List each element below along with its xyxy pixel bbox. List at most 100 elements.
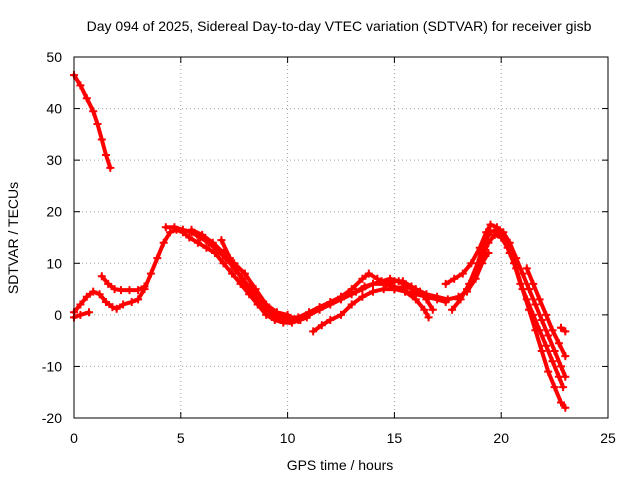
data-point <box>76 81 85 90</box>
series-band <box>189 227 290 317</box>
data-point <box>104 279 113 288</box>
data-point <box>441 279 450 288</box>
data-point <box>337 310 345 319</box>
data-point <box>97 135 106 144</box>
data-point <box>108 303 117 312</box>
data-point <box>518 285 527 294</box>
y-tick-label: -20 <box>42 410 62 426</box>
data-point <box>559 383 568 392</box>
data-point <box>456 295 465 304</box>
data-point <box>208 238 217 247</box>
data-point <box>411 295 420 304</box>
data-point <box>251 285 260 294</box>
series-band <box>311 287 431 334</box>
data-point <box>486 220 495 229</box>
data-point <box>93 120 102 128</box>
data-point <box>557 362 565 371</box>
data-point <box>531 326 540 335</box>
data-point <box>537 347 546 355</box>
data-point <box>185 233 194 242</box>
data-point <box>112 304 121 313</box>
data-point <box>535 295 544 304</box>
x-tick-label: 10 <box>280 430 296 446</box>
data-point <box>386 274 395 283</box>
data-point <box>225 254 234 263</box>
data-point <box>309 327 318 336</box>
data-point <box>161 223 170 232</box>
data-point <box>272 308 281 317</box>
data-point <box>219 259 228 268</box>
data-point <box>134 286 143 295</box>
data-point <box>458 269 467 278</box>
data-point <box>358 274 367 283</box>
data-point <box>326 316 335 324</box>
data-point <box>268 310 277 319</box>
data-point <box>178 225 187 234</box>
data-point <box>364 269 373 278</box>
data-point <box>317 321 326 330</box>
chart-title: Day 094 of 2025, Sidereal Day-to-day VTE… <box>87 18 592 34</box>
data-point <box>106 163 115 172</box>
data-point <box>561 327 570 336</box>
data-point <box>450 274 459 283</box>
data-point <box>82 94 91 103</box>
data-point <box>390 285 399 294</box>
series-arc-15 <box>557 323 570 336</box>
data-point <box>401 282 410 291</box>
data-point <box>283 310 292 319</box>
data-point <box>561 352 570 361</box>
data-point <box>542 310 551 319</box>
data-point <box>420 305 429 314</box>
data-point <box>193 238 202 247</box>
data-point <box>424 313 433 322</box>
series-arc-7 <box>217 236 311 325</box>
y-tick-label: 20 <box>46 204 62 220</box>
data-point <box>337 292 345 301</box>
data-point <box>159 238 168 247</box>
data-point <box>550 383 559 392</box>
data-point <box>544 367 553 376</box>
data-point <box>486 228 495 237</box>
x-tick-label: 0 <box>70 430 78 446</box>
data-point <box>294 316 303 324</box>
data-point <box>102 298 110 306</box>
data-point <box>561 403 570 412</box>
data-point <box>522 264 531 273</box>
data-point <box>95 290 104 299</box>
data-point <box>260 303 269 312</box>
data-point <box>146 269 155 278</box>
data-point <box>76 300 85 309</box>
y-tick-label: -10 <box>42 358 62 374</box>
data-point <box>537 316 546 324</box>
data-point <box>360 282 369 291</box>
tick-marks <box>73 56 609 419</box>
data-point <box>119 300 128 309</box>
x-axis-label: GPS time / hours <box>287 457 394 473</box>
data-point <box>347 300 356 309</box>
data-point <box>525 305 533 314</box>
data-point <box>394 277 403 286</box>
data-point <box>125 286 134 295</box>
data-point <box>531 300 540 309</box>
data-point <box>369 287 377 296</box>
data-point <box>102 151 110 159</box>
data-point <box>217 236 226 245</box>
data-point <box>512 264 521 273</box>
x-tick-label: 15 <box>387 430 403 446</box>
data-point <box>554 339 563 348</box>
data-point <box>377 277 386 286</box>
data-point <box>411 285 420 294</box>
data-point <box>305 308 313 317</box>
data-point <box>480 238 489 247</box>
data-point <box>198 230 207 239</box>
data-point <box>347 285 356 294</box>
data-point <box>499 233 508 242</box>
data-point <box>379 285 388 294</box>
data-point <box>473 259 482 268</box>
data-point <box>85 308 93 317</box>
y-tick-label: 0 <box>54 307 62 323</box>
series-arc-3 <box>70 225 450 327</box>
y-tick-label: 30 <box>46 152 62 168</box>
data-point <box>542 341 551 350</box>
